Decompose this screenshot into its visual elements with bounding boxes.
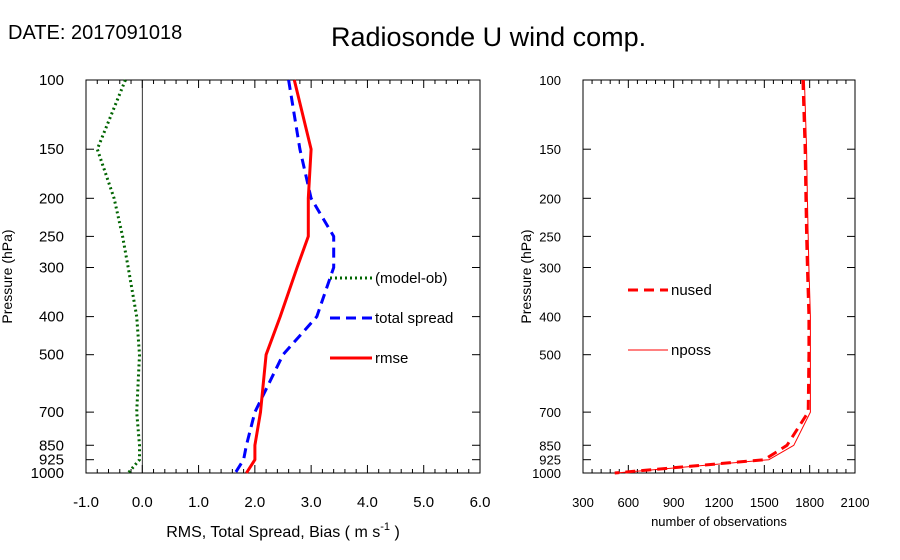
left-y-tick-label: 200 <box>39 190 64 207</box>
left-x-tick-label: 6.0 <box>470 494 491 511</box>
left-series-rmse <box>245 79 313 474</box>
right-x-tick-label: 900 <box>663 495 685 510</box>
right-y-tick-label: 850 <box>539 438 561 453</box>
right-series-nused <box>614 79 811 475</box>
right-x-tick-label: 1500 <box>750 495 779 510</box>
left-y-tick-label: 850 <box>39 437 64 454</box>
right-y-tick-label: 300 <box>539 261 561 276</box>
right-y-tick-label: 925 <box>539 453 561 468</box>
left-x-tick-label: 3.0 <box>301 494 322 511</box>
right-x-tick-label: 1200 <box>705 495 734 510</box>
left-y-tick-label: 400 <box>39 309 64 326</box>
right-y-tick-label: 1000 <box>532 466 561 481</box>
right-y-tick-label: 700 <box>539 405 561 420</box>
left-x-tick-label: -1.0 <box>73 494 99 511</box>
left-y-axis-label: Pressure (hPa) <box>0 229 15 323</box>
left-legend-label-model-ob: (model-ob) <box>375 270 448 287</box>
right-y-tick-label: 250 <box>539 229 561 244</box>
left-y-tick-label: 250 <box>39 228 64 245</box>
right-y-axis-label: Pressure (hPa) <box>518 229 534 323</box>
right-y-tick-label: 150 <box>539 142 561 157</box>
left-x-tick-label: 5.0 <box>413 494 434 511</box>
right-legend-label-nused: nused <box>671 282 712 299</box>
left-series-model-ob <box>95 79 141 474</box>
right-x-axis-label: number of observations <box>651 514 787 529</box>
left-x-axis-label: RMS, Total Spread, Bias ( m s-1 ) <box>166 521 400 541</box>
left-y-tick-label: 500 <box>39 347 64 364</box>
right-x-tick-label: 600 <box>617 495 639 510</box>
right-x-tick-label: 1800 <box>795 495 824 510</box>
date-label: DATE: 2017091018 <box>8 22 183 44</box>
left-y-tick-label: 100 <box>39 72 64 89</box>
right-x-tick-label: 2100 <box>841 495 870 510</box>
left-x-tick-label: 2.0 <box>244 494 265 511</box>
right-y-tick-label: 500 <box>539 348 561 363</box>
left-x-tick-label: 1.0 <box>188 494 209 511</box>
right-y-tick-label: 400 <box>539 310 561 325</box>
right-y-tick-label: 100 <box>539 73 561 88</box>
right-y-tick-label: 200 <box>539 191 561 206</box>
left-y-tick-label: 150 <box>39 141 64 158</box>
left-y-tick-label: 1000 <box>31 465 64 482</box>
left-legend-label-rmse: rmse <box>375 350 408 367</box>
left-x-tick-label: 4.0 <box>357 494 378 511</box>
left-legend-label-total-spread: total spread <box>375 310 453 327</box>
right-series-npossible <box>616 79 811 474</box>
left-y-tick-label: 700 <box>39 404 64 421</box>
chart-title: Radiosonde U wind comp. <box>331 22 647 52</box>
left-plot-frame <box>85 79 481 474</box>
right-x-tick-label: 300 <box>572 495 594 510</box>
right-legend-label-npossible: nposs <box>671 342 711 359</box>
left-y-tick-label: 300 <box>39 260 64 277</box>
right-plot-frame <box>582 79 856 474</box>
left-x-tick-label: 0.0 <box>132 494 153 511</box>
left-series-total-spread <box>233 79 336 474</box>
left-y-tick-label: 925 <box>39 452 64 469</box>
